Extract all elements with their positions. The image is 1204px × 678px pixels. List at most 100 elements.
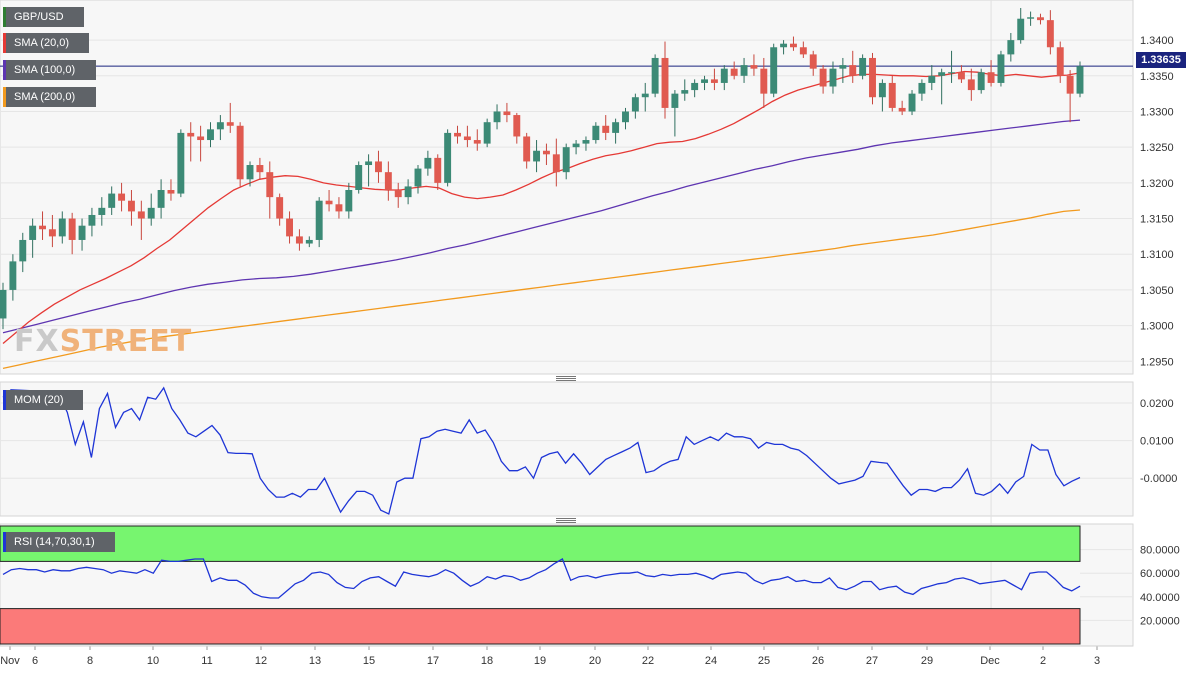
candle-body [503, 111, 511, 116]
candle-body [48, 229, 56, 237]
x-axis-label: 18 [481, 655, 493, 667]
candle-body [809, 54, 817, 69]
candle-body [819, 68, 827, 87]
last-price-tag: 1.33635 [1136, 52, 1186, 68]
candle-body [315, 200, 323, 240]
candle-body [39, 225, 46, 230]
candle-body [938, 72, 946, 76]
candle-body [375, 161, 382, 173]
main-y-tick: 1.3300 [1140, 106, 1174, 118]
sma20-line [2, 70, 1081, 344]
x-axis-label: 25 [758, 655, 770, 667]
candle-body [78, 225, 86, 240]
x-axis-label: 2 [1040, 655, 1046, 667]
candle-body [276, 197, 284, 219]
candle-body [187, 132, 195, 137]
candle-body [384, 172, 392, 190]
rsi-y-tick: 40.0000 [1140, 592, 1180, 604]
x-axis-label: 27 [866, 655, 878, 667]
legend-sma200[interactable]: SMA (200,0) [3, 87, 96, 107]
candle-body [839, 65, 847, 69]
x-axis-label: 10 [147, 655, 159, 667]
main-y-tick: 1.3000 [1140, 321, 1174, 333]
candle-body [266, 172, 274, 198]
candle-body [177, 132, 185, 194]
candle-body [641, 93, 649, 98]
x-axis-label: 22 [642, 655, 654, 667]
sma200-line [2, 209, 1081, 370]
candle-body [108, 193, 116, 208]
candle-body [622, 111, 629, 123]
candle-body [1056, 47, 1064, 76]
sma100-line [2, 119, 1081, 334]
candle-body [701, 79, 708, 83]
rsi-y-tick: 20.0000 [1140, 615, 1180, 627]
x-axis-label: 29 [921, 655, 933, 667]
candle-body [513, 115, 521, 137]
x-axis-label: 17 [427, 655, 439, 667]
x-axis-label: 8 [87, 655, 93, 667]
legend-sma100[interactable]: SMA (100,0) [3, 60, 96, 80]
x-axis-label: Nov [0, 655, 20, 667]
pane-resize-handle-1[interactable] [556, 376, 576, 381]
candle-body [1037, 17, 1044, 21]
candle-body [355, 165, 363, 190]
candle-body [928, 75, 936, 83]
candle-body [918, 82, 926, 94]
candle-body [434, 157, 442, 183]
rsi-line [2, 558, 1081, 599]
candle-body [730, 68, 738, 76]
legend-sma20[interactable]: SMA (20,0) [3, 33, 89, 53]
candle-body [562, 147, 570, 173]
candle-body [118, 193, 126, 201]
candle-body [454, 132, 461, 137]
candle-body [908, 93, 916, 112]
legend-mom[interactable]: MOM (20) [3, 390, 83, 410]
candle-body [246, 165, 254, 180]
candle-body [1046, 20, 1054, 48]
candle-body [305, 239, 313, 244]
candle-body [888, 82, 896, 108]
main-y-tick: 1.3250 [1140, 142, 1174, 154]
x-axis-label: 26 [812, 655, 824, 667]
candle-body [335, 204, 343, 212]
candle-body [98, 207, 106, 215]
candle-body [523, 136, 531, 162]
candle-body [770, 47, 778, 94]
candle-body [157, 190, 165, 208]
candle-body [286, 218, 293, 237]
mom-y-tick: -0.0000 [1140, 473, 1177, 485]
candle-body [661, 57, 669, 108]
mom-y-tick: 0.0100 [1140, 436, 1174, 448]
candle-body [967, 79, 975, 91]
candle-body [651, 57, 659, 94]
candle-body [957, 72, 965, 80]
candle-body [720, 68, 728, 83]
candle-body [1076, 66, 1084, 94]
candle-body [602, 125, 610, 133]
candle-body [671, 93, 679, 108]
candle-body [236, 125, 244, 180]
legend-rsi[interactable]: RSI (14,70,30,1) [3, 532, 115, 552]
legend-gbpusd[interactable]: GBP/USD [3, 7, 84, 27]
x-axis-label: 6 [32, 655, 38, 667]
main-y-tick: 1.2950 [1140, 356, 1174, 368]
main-y-tick: 1.3150 [1140, 214, 1174, 226]
x-axis-label: 19 [534, 655, 546, 667]
candle-body [404, 186, 412, 198]
candle-body [1007, 40, 1015, 55]
candle-body [948, 72, 956, 74]
x-axis-label: 20 [589, 655, 601, 667]
candle-body [167, 190, 175, 194]
main-y-tick: 1.3400 [1140, 35, 1174, 47]
pane-resize-handle-2[interactable] [556, 518, 576, 523]
candle-body [849, 65, 857, 76]
candle-body [68, 218, 76, 240]
candle-body [780, 43, 788, 48]
candle-body [197, 136, 205, 141]
candle-body [987, 72, 995, 83]
candle-body [1027, 17, 1035, 19]
candle-body [365, 161, 373, 166]
candle-body [790, 43, 797, 48]
